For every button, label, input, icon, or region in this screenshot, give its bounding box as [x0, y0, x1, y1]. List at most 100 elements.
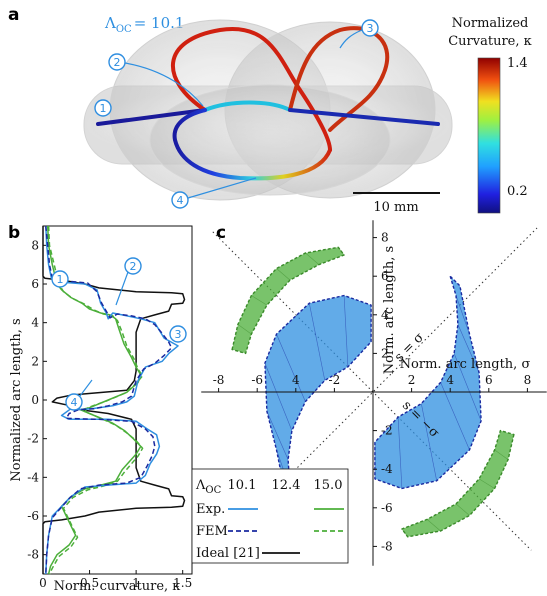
panel-c-xlabel: Norm. arc length, σ — [400, 357, 531, 372]
legend-row-exp: Exp. — [196, 502, 225, 517]
c-region-hatch — [455, 503, 470, 516]
c-ytick-label: 4 — [381, 308, 389, 322]
b-ytick-label: -6 — [27, 509, 39, 523]
c-xtick-label: -6 — [251, 373, 263, 387]
panel-c-axes: -8 -6 4 -2 2 4 6 8 -8 -6 -4 -2 2 4 6 8 — [201, 220, 547, 566]
c-region-hatch — [426, 519, 441, 532]
svg-text:ΛOC= 10.1: ΛOC = 10.1 — [104, 14, 184, 35]
colorbar-title-line2: Curvature, κ — [448, 34, 532, 49]
panel-c-regions — [231, 246, 515, 538]
callout-circle — [124, 257, 142, 275]
panel-b-letter: b — [8, 223, 20, 243]
c-region-hatch — [478, 478, 495, 489]
callout-arrow — [79, 379, 93, 397]
c-region-hatch — [276, 268, 291, 281]
c-region-hatch — [397, 417, 403, 489]
c-region-hatch — [494, 449, 509, 460]
knot-tail-right — [288, 108, 440, 126]
b-series-fem-10-1 — [45, 225, 173, 575]
c-region-hatch — [440, 382, 470, 451]
callout-number: 2 — [130, 260, 137, 273]
c-region-hatch — [453, 353, 482, 422]
legend-row-fem: FEM — [196, 524, 228, 539]
c-ytick-label: 6 — [381, 269, 389, 283]
callout-a-2: 2 — [108, 53, 204, 107]
callout-number: 2 — [114, 56, 121, 69]
callout-circle — [171, 191, 189, 209]
callout-number: 3 — [367, 22, 374, 35]
legend-col-10-1: 10.1 — [228, 478, 257, 493]
c-region-hatch — [237, 324, 252, 335]
b-ytick-label: 4 — [31, 316, 39, 330]
c-region-hatch — [343, 295, 349, 367]
c-diagonal-minus — [212, 231, 532, 551]
panel-b: b Normalized arc length, s Norm. curvatu… — [8, 223, 193, 594]
callout-b-3: 3 — [169, 325, 187, 343]
c-xtick-label: 8 — [524, 373, 532, 387]
legend-box — [191, 468, 349, 564]
callout-arrow — [124, 62, 204, 107]
knot-centerline — [96, 26, 440, 181]
b-series-exp-10-1 — [45, 225, 179, 575]
c-xtick-label: 4 — [292, 373, 300, 387]
c-ytick-label: -8 — [381, 539, 393, 553]
lambda-value: = 10.1 — [134, 14, 185, 32]
c-xtick-label: 4 — [446, 373, 454, 387]
callout-circle — [65, 393, 83, 411]
callout-circle — [94, 99, 112, 117]
colorbar-min-label: 0.2 — [507, 184, 528, 199]
legend-col-12-4: 12.4 — [272, 478, 301, 493]
callout-a-3: 3 — [339, 19, 379, 49]
c-region-hatch — [264, 362, 293, 431]
panel-c-ylabel: Norm. arc length, s — [382, 246, 397, 374]
c-ytick-label: -6 — [381, 501, 393, 515]
callout-number: 1 — [57, 273, 64, 286]
panel-b-ylabel: Normalized arc length, s — [9, 318, 24, 481]
scale-bar-label: 10 mm — [373, 200, 418, 215]
callout-arrow — [339, 29, 363, 49]
c-ytick-label: -4 — [381, 462, 393, 476]
panel-c-diagonals — [212, 227, 538, 551]
knot-crossing — [203, 100, 292, 112]
c-region-hatch — [338, 247, 345, 256]
b-ytick-label: -8 — [27, 548, 39, 562]
c-region-hatch — [455, 295, 470, 335]
panel-c-letter: c — [216, 223, 226, 243]
panel-b-ticks: 0 0.5 1 1.5 -8 -6 -4 -2 0 2 4 6 8 — [27, 238, 192, 590]
c-xtick-label: 6 — [485, 373, 493, 387]
legend-col-15-0: 15.0 — [314, 478, 343, 493]
lambda-subscript: OC — [116, 24, 132, 35]
c-xtick-label: -2 — [329, 373, 341, 387]
c-region-hatch — [251, 295, 268, 306]
b-ytick-label: 0 — [31, 393, 39, 407]
colorbar — [477, 57, 501, 214]
callout-circle — [169, 325, 187, 343]
callout-number: 3 — [175, 328, 182, 341]
knot-upper-loop — [170, 26, 332, 152]
callout-circle — [51, 270, 69, 288]
knot-tail-left — [96, 108, 207, 126]
c-xtick-label: 2 — [408, 373, 416, 387]
c-region-hatch — [309, 303, 326, 381]
c-region-hatch — [266, 411, 289, 460]
callout-number: 4 — [71, 396, 78, 409]
b-xtick-label: 1.5 — [173, 576, 192, 590]
panel-b-series — [42, 225, 186, 575]
c-xtick-label: -8 — [213, 373, 225, 387]
c-ytick-label: -2 — [381, 424, 393, 438]
b-ytick-label: -2 — [27, 432, 39, 446]
c-region-hatch — [276, 333, 306, 402]
callout-circle — [108, 53, 126, 71]
c-region-hatch — [457, 324, 480, 373]
b-xtick-label: 0.5 — [80, 576, 99, 590]
b-ytick-label: 6 — [31, 277, 39, 291]
c-ytick-label: 2 — [381, 346, 389, 360]
b-xtick-label: 1 — [132, 576, 140, 590]
legend-header: ΛOC — [195, 478, 222, 496]
callout-b-4: 4 — [65, 379, 93, 411]
callout-number: 4 — [177, 194, 184, 207]
knot-bottom-loop — [172, 108, 332, 181]
c-region-hatch — [401, 528, 408, 537]
c-region-hatch — [305, 252, 320, 265]
